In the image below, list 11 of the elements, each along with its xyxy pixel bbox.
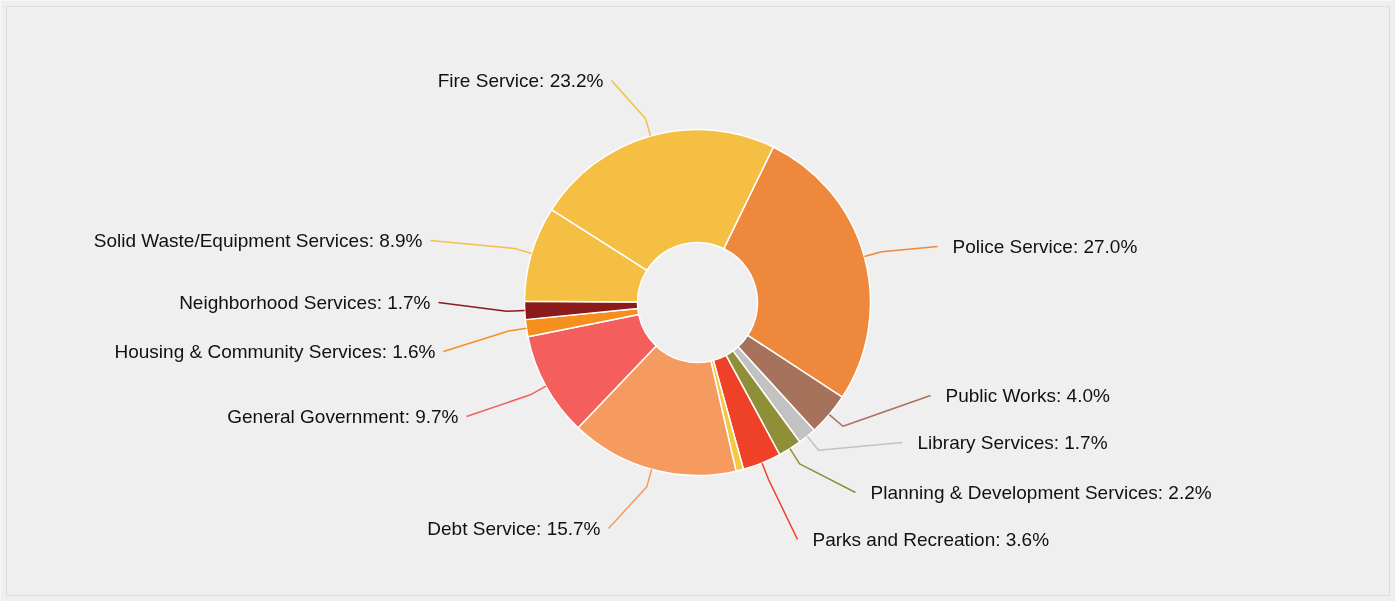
slice-label: Housing & Community Services: 1.6%: [114, 341, 436, 362]
slice-label: Public Works: 4.0%: [945, 385, 1110, 406]
slice-label: General Government: 9.7%: [227, 406, 459, 427]
slice-label: Police Service: 27.0%: [952, 236, 1138, 257]
slice-label: Solid Waste/Equipment Services: 8.9%: [93, 230, 423, 251]
slice-label: Debt Service: 15.7%: [427, 518, 601, 539]
slice-label: Parks and Recreation: 3.6%: [812, 529, 1050, 550]
slice-label: Planning & Development Services: 2.2%: [870, 482, 1212, 503]
slice-label: Neighborhood Services: 1.7%: [179, 292, 431, 313]
slice-label: Library Services: 1.7%: [917, 432, 1108, 453]
slice-label: Fire Service: 23.2%: [437, 70, 604, 91]
